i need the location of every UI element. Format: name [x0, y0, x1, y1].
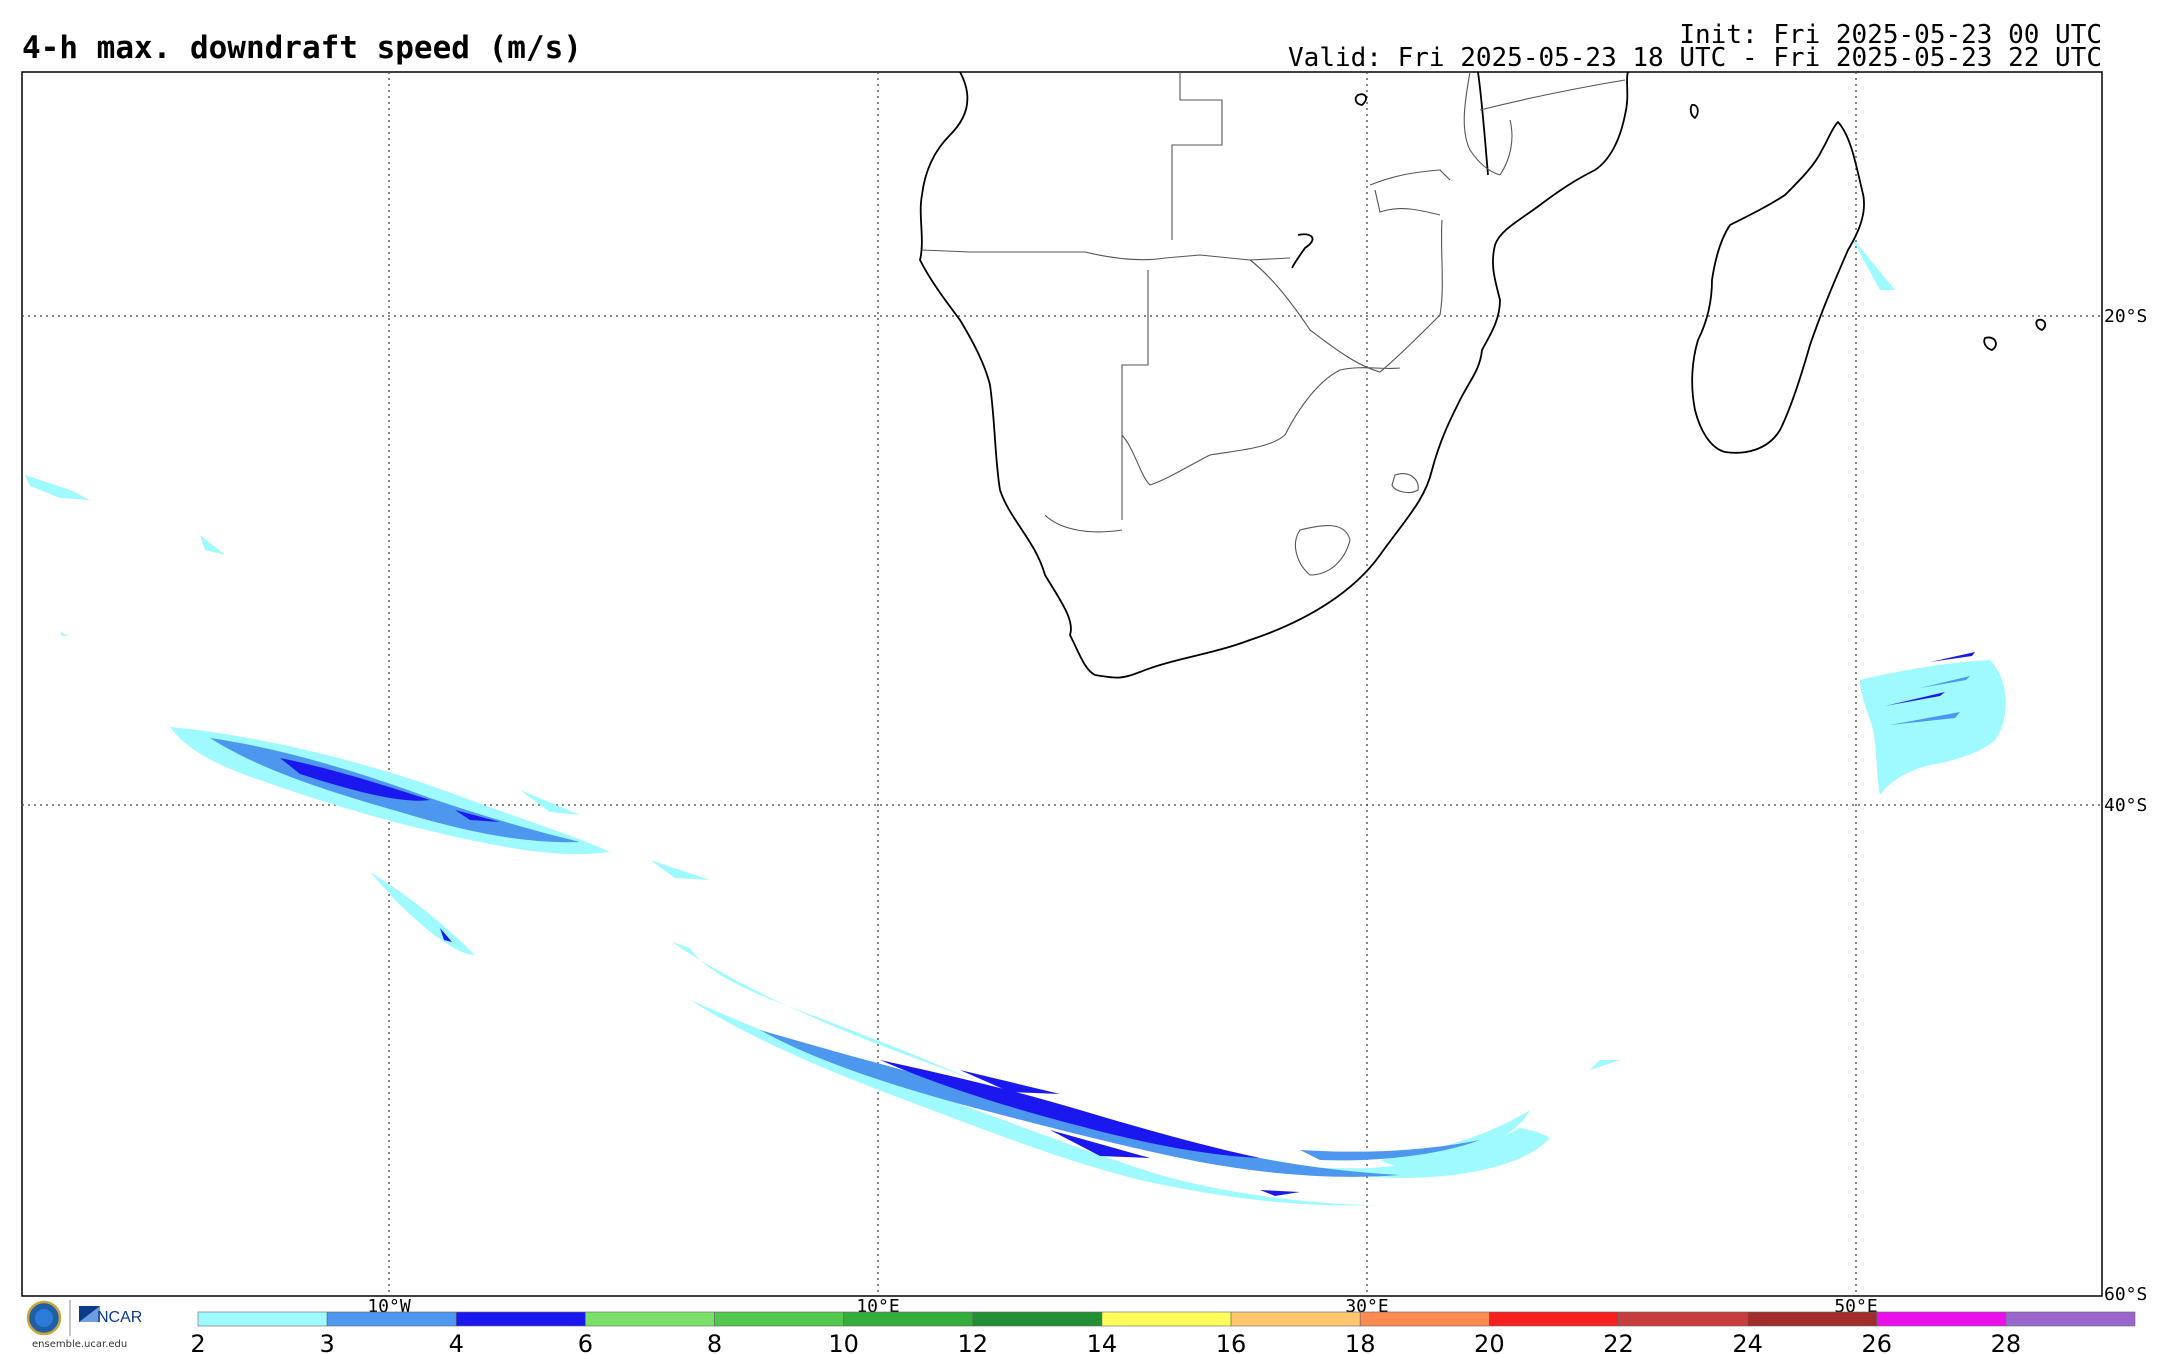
ncar-label: NCAR [97, 1309, 143, 1326]
band-south-medium2 [1300, 1140, 1480, 1161]
band-west-spots [370, 872, 475, 955]
border-sa-north [1044, 367, 1401, 533]
colorbar-swatch [714, 1311, 844, 1327]
ncar-logo-mark [69, 1300, 100, 1336]
border-tanzania [1479, 79, 1626, 111]
border-malawi-east [1463, 71, 1513, 176]
border-lesotho [1295, 524, 1351, 576]
colorbar-tick-label: 16 [1216, 1330, 1247, 1354]
colorbar-tick-label: 28 [1991, 1330, 2022, 1354]
colorbar-tick-label: 22 [1603, 1330, 1634, 1354]
lake-victoria-area [1354, 93, 1367, 106]
colorbar-swatch [1101, 1311, 1232, 1327]
band-east-medium2 [1920, 676, 1970, 688]
downdraft-shading [25, 235, 2006, 1206]
colorbar-swatch [1747, 1311, 1878, 1327]
graticule [22, 72, 2102, 1296]
colorbar-swatch [1359, 1311, 1490, 1327]
colorbar-swatch [326, 1311, 457, 1327]
colorbar-tick-label: 4 [449, 1330, 464, 1354]
reunion [2035, 318, 2047, 331]
colorbar-swatch [843, 1311, 974, 1327]
band-west-tail [650, 860, 710, 880]
border-eswatini [1391, 473, 1419, 494]
speck-west-1 [25, 475, 90, 500]
map-title: 4-h max. downdraft speed (m/s) [22, 30, 582, 66]
band-west-tail2 [520, 790, 580, 815]
band-east-dark2 [1930, 652, 1975, 662]
colorbar-tick-label: 12 [958, 1330, 989, 1354]
border-namibia-botswana [1121, 270, 1149, 520]
band-east-medium [1890, 712, 1960, 725]
lat-label-60S: 60°S [2104, 1284, 2147, 1305]
comoros [1689, 104, 1699, 119]
colorbar-tick-label: 24 [1732, 1330, 1763, 1354]
colorbar-swatch [1230, 1311, 1361, 1327]
colorbar-tick-label: 18 [1345, 1330, 1376, 1354]
colorbar-tick-label: 3 [319, 1330, 334, 1354]
colorbar-tick-label: 6 [578, 1330, 593, 1354]
border-mozambique [1369, 169, 1451, 216]
mauritius [1983, 336, 1997, 351]
map-frame [21, 71, 2103, 1297]
colorbar-swatch [2005, 1311, 2136, 1327]
ensemble-url: ensemble.ucar.edu [32, 1339, 128, 1350]
speck-mad-1 [1850, 235, 1895, 290]
band-south-tail [1590, 1060, 1620, 1070]
colorbar-tick-label: 2 [190, 1330, 205, 1354]
colorbar-tick-label: 8 [707, 1330, 722, 1354]
colorbar-swatch [1618, 1311, 1748, 1327]
band-south-dark [880, 1060, 1260, 1158]
colorbar-swatch [972, 1311, 1103, 1327]
band-south-dark4 [1260, 1190, 1300, 1196]
lake-kariba [1291, 233, 1314, 269]
colorbar-tick-label: 14 [1087, 1330, 1118, 1354]
colorbar: 2 3 4 6 8 10 12 14 16 18 20 22 24 26 28 [190, 1311, 2136, 1354]
lat-label-20S: 20°S [2104, 306, 2147, 327]
band-west-streak [455, 810, 500, 822]
border-angola-namibia [921, 249, 1291, 261]
africa-coast [919, 71, 1629, 679]
colorbar-swatch [455, 1311, 586, 1327]
band-west-spot-dark [440, 928, 452, 942]
colorbar-tick-label: 20 [1474, 1330, 1505, 1354]
country-borders [921, 71, 1626, 576]
nsf-logo [26, 1300, 62, 1336]
colorbar-tick-label: 10 [828, 1330, 859, 1354]
coastlines [919, 71, 2047, 679]
speck-west-2 [200, 535, 225, 555]
colorbar-swatch [1876, 1311, 2007, 1327]
lat-labels: 20°S 40°S 60°S [2104, 306, 2147, 1305]
lake-malawi [1477, 71, 1489, 176]
init-time: Init: Fri 2025-05-23 00 UTC [1679, 20, 2102, 50]
band-east-dark1 [1885, 692, 1945, 706]
madagascar [1691, 121, 1865, 454]
band-east-light [1860, 660, 2006, 795]
border-zambia [1171, 72, 1223, 240]
band-west-dark [280, 758, 430, 801]
speck-west-3 [60, 632, 68, 636]
colorbar-swatch [1489, 1311, 1619, 1327]
band-south-dark3 [1050, 1130, 1150, 1158]
colorbar-swatch [197, 1311, 328, 1327]
valid-time: Valid: Fri 2025-05-23 18 UTC - Fri 2025-… [1288, 43, 2102, 73]
band-south-dark2 [960, 1070, 1060, 1094]
colorbar-swatch [585, 1311, 715, 1327]
colorbar-tick-label: 26 [1861, 1330, 1892, 1354]
lat-label-40S: 40°S [2104, 795, 2147, 816]
border-zimbabwe [1249, 219, 1443, 373]
